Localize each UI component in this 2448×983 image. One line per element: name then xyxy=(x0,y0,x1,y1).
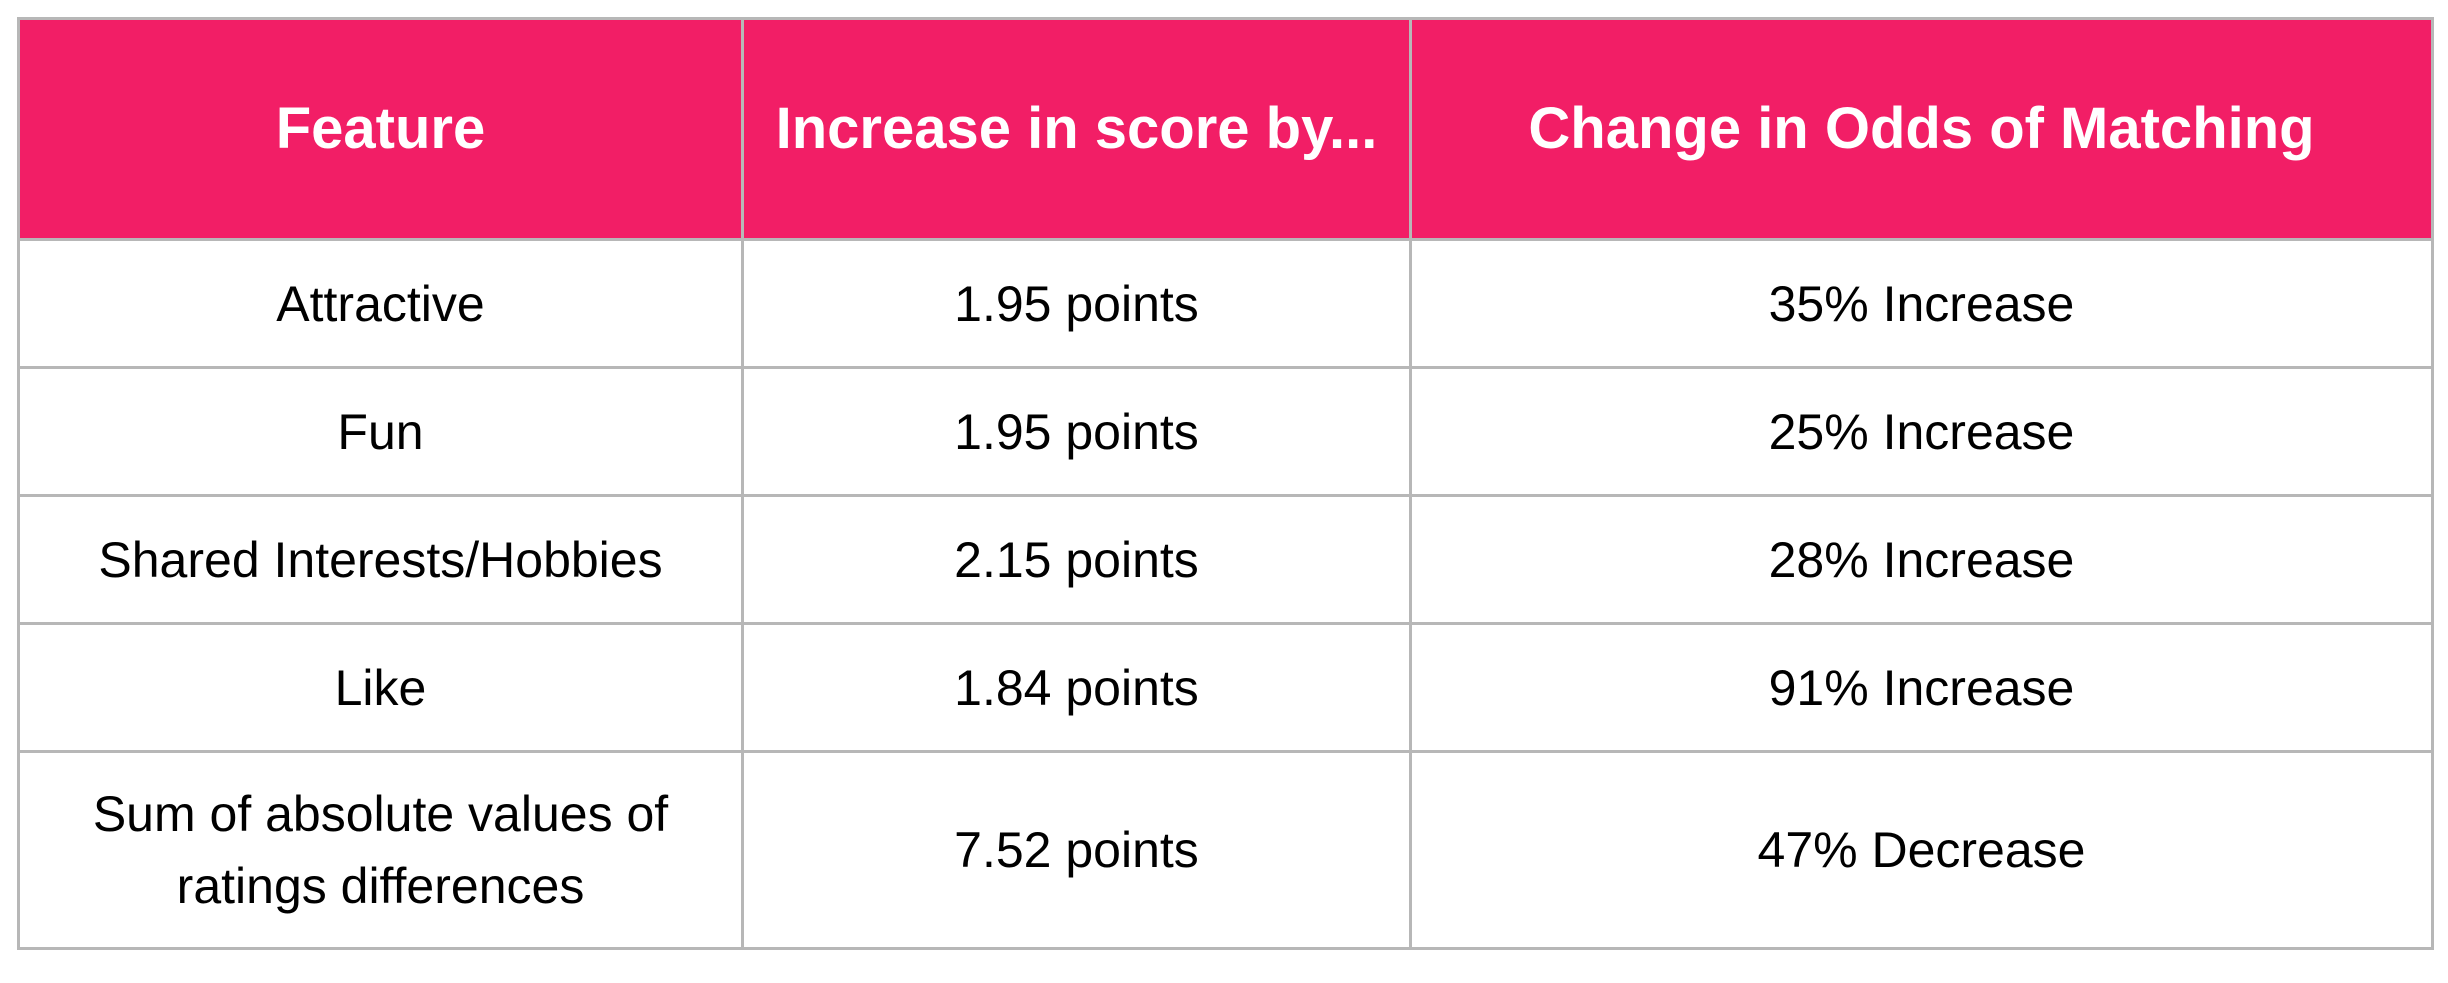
feature-cell: Fun xyxy=(17,366,744,497)
odds-cell: 47% Decrease xyxy=(1409,750,2434,950)
feature-cell: Shared Interests/Hobbies xyxy=(17,494,744,625)
score-cell: 2.15 points xyxy=(741,494,1412,625)
header-feature: Feature xyxy=(17,17,744,241)
table-row: Like 1.84 points 91% Increase xyxy=(17,622,2434,753)
header-row: Feature Increase in score by... Change i… xyxy=(17,17,2434,241)
odds-cell: 91% Increase xyxy=(1409,622,2434,753)
odds-cell: 28% Increase xyxy=(1409,494,2434,625)
header-score-increase: Increase in score by... xyxy=(741,17,1412,241)
score-cell: 7.52 points xyxy=(741,750,1412,950)
table-row: Shared Interests/Hobbies 2.15 points 28%… xyxy=(17,494,2434,625)
score-cell: 1.84 points xyxy=(741,622,1412,753)
feature-cell: Sum of absolute values of ratings differ… xyxy=(17,750,744,950)
odds-cell: 35% Increase xyxy=(1409,238,2434,369)
odds-cell: 25% Increase xyxy=(1409,366,2434,497)
feature-cell: Like xyxy=(17,622,744,753)
score-cell: 1.95 points xyxy=(741,238,1412,369)
table-row: Fun 1.95 points 25% Increase xyxy=(17,366,2434,497)
table-row: Sum of absolute values of ratings differ… xyxy=(17,750,2434,950)
results-table-container: Feature Increase in score by... Change i… xyxy=(17,17,2434,950)
table-row: Attractive 1.95 points 35% Increase xyxy=(17,238,2434,369)
score-cell: 1.95 points xyxy=(741,366,1412,497)
feature-cell: Attractive xyxy=(17,238,744,369)
feature-odds-table: Feature Increase in score by... Change i… xyxy=(17,17,2434,950)
header-odds-change: Change in Odds of Matching xyxy=(1409,17,2434,241)
